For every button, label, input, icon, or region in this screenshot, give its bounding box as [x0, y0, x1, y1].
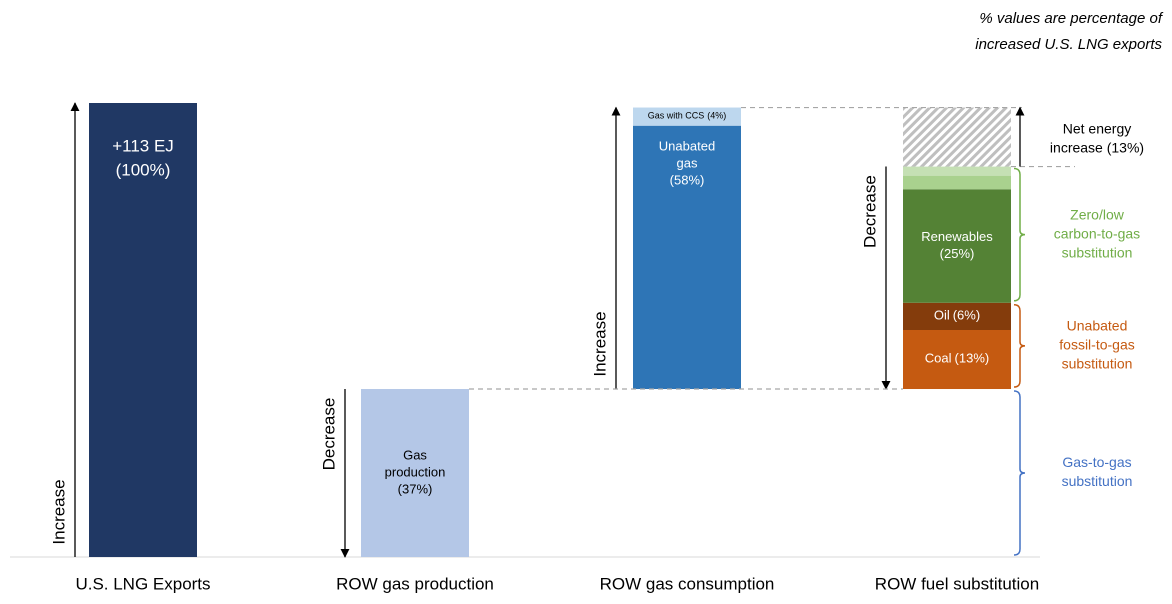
segment-label: Gas with CCS (4%): [648, 111, 727, 121]
bar-segment: [903, 166, 1011, 176]
bracket: [1013, 304, 1026, 388]
arrow-label: Increase: [49, 479, 68, 544]
segment-label: gas: [677, 155, 698, 170]
bar-segment: [633, 125, 741, 390]
segment-value: (13%): [955, 351, 990, 366]
segment-value: (100%): [116, 160, 171, 179]
arrow-label: Increase: [590, 311, 609, 376]
x-tick-label: ROW fuel substitution: [875, 574, 1039, 593]
bracket: [1013, 390, 1026, 556]
bracket-label: increase (13%): [1050, 139, 1144, 155]
x-tick-label: ROW gas production: [336, 574, 494, 593]
bracket-label: Unabated: [1067, 318, 1128, 334]
bracket: [1013, 167, 1026, 302]
bracket-label: substitution: [1062, 244, 1133, 260]
arrow-label: Decrease: [319, 398, 338, 471]
segment-label: Renewables: [921, 229, 993, 244]
bar-segment: [89, 103, 197, 557]
bracket-label: carbon-to-gas: [1054, 225, 1140, 241]
arrow-label: Decrease: [860, 175, 879, 248]
segment-name: Coal: [925, 351, 952, 366]
bar-segment: [361, 389, 469, 557]
segment-label: Unabated: [659, 138, 715, 153]
bracket-label: fossil-to-gas: [1059, 337, 1134, 353]
annotation: increased U.S. LNG exports: [975, 36, 1162, 53]
segment-name: Oil: [934, 308, 950, 323]
bar-segment: [903, 175, 1011, 190]
x-tick-label: U.S. LNG Exports: [75, 574, 210, 593]
segment-value: (37%): [398, 481, 433, 496]
segment-value: (6%): [953, 308, 980, 323]
bar-segment: [903, 330, 1011, 390]
segment-value: (25%): [940, 246, 975, 261]
segment-label: Gas: [403, 447, 427, 462]
annotation: % values are percentage of: [979, 10, 1163, 27]
bar-segment: [633, 107, 741, 126]
segment-value: (58%): [670, 172, 705, 187]
bracket-label: substitution: [1062, 356, 1133, 372]
bracket-label: substitution: [1062, 473, 1133, 489]
segment-name: Gas with CCS: [648, 111, 705, 121]
segment-label: Oil (6%): [934, 308, 980, 323]
segment-label: production: [385, 464, 446, 479]
bar-segment: [903, 189, 1011, 303]
segment-label: +113 EJ: [112, 136, 174, 155]
x-tick-label: ROW gas consumption: [600, 574, 775, 593]
bracket-label: Net energy: [1063, 120, 1131, 136]
segment-value: (4%): [707, 111, 726, 121]
bracket-label: Zero/low: [1070, 206, 1125, 222]
bracket-label: Gas-to-gas: [1062, 454, 1131, 470]
segment-label: Coal (13%): [925, 351, 989, 366]
bar-segment: [903, 302, 1011, 330]
bar-segment: [903, 107, 1011, 167]
